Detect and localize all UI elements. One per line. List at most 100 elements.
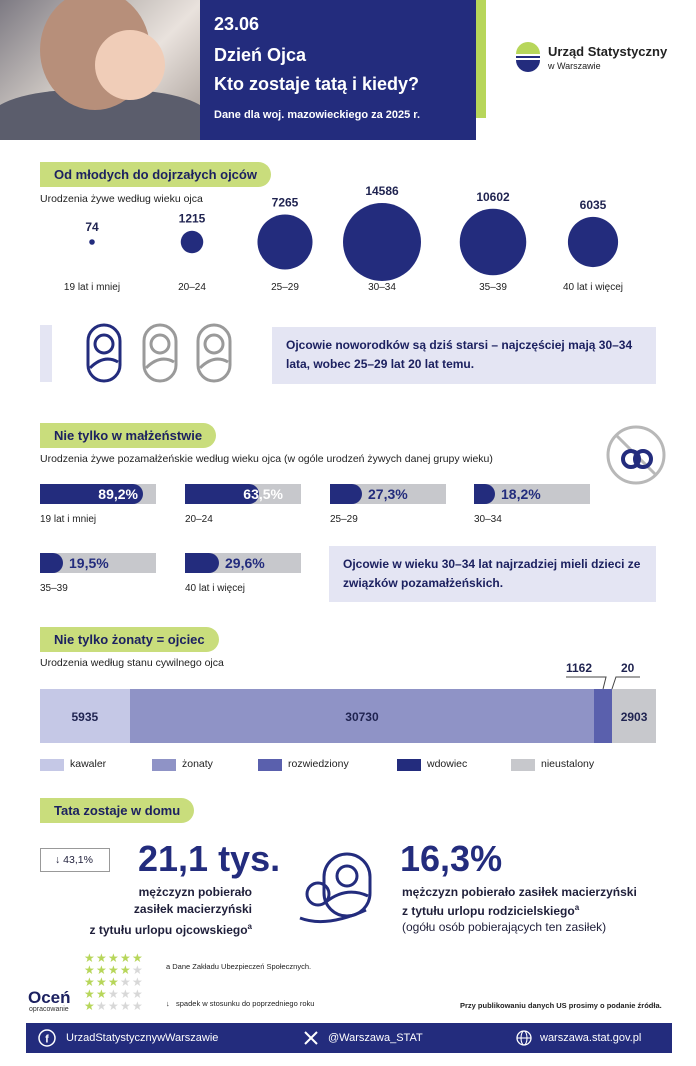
change-value: 43,1% bbox=[63, 854, 93, 866]
bubble-category-label: 30–34 bbox=[368, 282, 396, 293]
newborn-icon bbox=[196, 323, 232, 383]
star-icon[interactable]: ★ bbox=[120, 987, 131, 1001]
star-icon[interactable]: ★ bbox=[108, 999, 119, 1013]
newborn-icon bbox=[86, 323, 122, 383]
marital-segment bbox=[40, 689, 130, 743]
rating-stars[interactable]: ★ ★ ★ ★ ★ ★ ★ ★ ★ ★ ★ ★ ★ ★ ★ ★ ★ ★ ★ ★ ★ ★ ★ ★ ★ bbox=[84, 951, 148, 1013]
star-icon[interactable]: ★ bbox=[108, 975, 119, 989]
star-icon[interactable]: ★ bbox=[84, 975, 95, 989]
bubble-value-label: 1215 bbox=[179, 212, 206, 226]
star-icon[interactable]: ★ bbox=[84, 951, 95, 965]
star-icon[interactable]: ★ bbox=[84, 987, 95, 1001]
header-date: 23.06 bbox=[214, 14, 260, 34]
nonmarital-value-label: 27,3% bbox=[368, 486, 408, 502]
x-icon[interactable] bbox=[304, 1031, 318, 1045]
footnote-marker: a bbox=[574, 903, 580, 912]
nonmarital-bar-fill bbox=[474, 484, 495, 504]
svg-text:f: f bbox=[45, 1034, 49, 1046]
section2-pill: Nie tylko w małżeństwie bbox=[40, 423, 217, 448]
nonmarital-category-label: 25–29 bbox=[330, 514, 358, 525]
header-band: 23.06 Dzień Ojca Kto zostaje tatą i kied… bbox=[200, 0, 476, 140]
x-link[interactable]: @Warszawa_STAT bbox=[328, 1032, 423, 1044]
star-icon[interactable]: ★ bbox=[120, 963, 131, 977]
bubble-category-label: 20–24 bbox=[178, 282, 206, 293]
header-title-line2: Kto zostaje tatą i kiedy? bbox=[214, 74, 420, 94]
nonmarital-category-label: 40 lat i więcej bbox=[185, 583, 246, 594]
star-icon[interactable]: ★ bbox=[84, 999, 95, 1013]
star-icon[interactable]: ★ bbox=[108, 951, 119, 965]
leader-line bbox=[611, 676, 640, 690]
desc2-line1: mężczyzn pobierało zasiłek macierzyński bbox=[402, 885, 637, 899]
star-icon[interactable]: ★ bbox=[120, 999, 131, 1013]
parental-share: 16,3% bbox=[400, 838, 503, 879]
star-icon[interactable]: ★ bbox=[120, 975, 131, 989]
star-icon[interactable]: ★ bbox=[96, 987, 107, 1001]
nonmarital-category-label: 19 lat i mniej bbox=[40, 514, 97, 525]
star-icon[interactable]: ★ bbox=[96, 999, 107, 1013]
marital-value-label: 30730 bbox=[345, 710, 379, 724]
leader-line bbox=[566, 676, 607, 690]
star-icon[interactable]: ★ bbox=[84, 963, 95, 977]
facebook-icon[interactable]: f bbox=[38, 1029, 56, 1047]
desc1-line2: zasiłek macierzyński bbox=[133, 902, 252, 916]
bubble-chart: 74 19 lat i mniej 1215 20–24 7265 25–29 14586 3… bbox=[64, 184, 623, 293]
facebook-link[interactable]: UrzadStatystycznywWarszawie bbox=[66, 1032, 219, 1044]
nonmarital-bar: 89,2% bbox=[40, 484, 156, 504]
star-icon[interactable]: ★ bbox=[132, 951, 143, 965]
bubble-category-label: 19 lat i mniej bbox=[64, 282, 120, 293]
star-icon[interactable]: ★ bbox=[132, 987, 143, 1001]
section3-pill: Nie tylko żonaty = ojciec bbox=[40, 627, 219, 652]
star-icon[interactable]: ★ bbox=[132, 975, 143, 989]
header-title-line1: Dzień Ojca bbox=[214, 45, 307, 65]
section3-caption: Urodzenia według stanu cywilnego ojca bbox=[40, 657, 224, 669]
section1-caption: Urodzenia żywe według wieku ojca bbox=[40, 193, 203, 205]
source-note: Przy publikowaniu danych US prosimy o po… bbox=[460, 1001, 662, 1010]
legend-swatch bbox=[258, 759, 282, 771]
bubble-value-label: 14586 bbox=[365, 184, 399, 198]
logo-name: Urząd Statystyczny bbox=[548, 44, 668, 59]
newborn-icons bbox=[86, 323, 232, 383]
statistics-office-logo-icon bbox=[516, 42, 540, 72]
callout-leader-lines bbox=[566, 676, 640, 690]
bubble-mark bbox=[180, 230, 204, 254]
star-icon[interactable]: ★ bbox=[96, 975, 107, 989]
star-icon[interactable]: ★ bbox=[108, 987, 119, 1001]
star-icon[interactable]: ★ bbox=[108, 963, 119, 977]
star-icon[interactable]: ★ bbox=[132, 999, 143, 1013]
bubble-category-label: 40 lat i więcej bbox=[563, 282, 623, 293]
logo-city: w Warszawie bbox=[548, 61, 601, 71]
nonmarital-bar: 29,6% bbox=[185, 553, 301, 573]
arrow-down-icon: ↓ bbox=[55, 854, 61, 866]
desc1-line1: mężczyzn pobierało bbox=[138, 885, 252, 899]
desc1-line3: z tytułu urlopu ojcowskiego bbox=[89, 923, 248, 937]
desc2-line2: z tytułu urlopu rodzicielskiego bbox=[402, 904, 575, 918]
legend-label: rozwiedziony bbox=[288, 758, 349, 770]
header-accent-bar bbox=[476, 0, 486, 118]
nonmarital-bar: 27,3% bbox=[330, 484, 446, 504]
web-link[interactable]: warszawa.stat.gov.pl bbox=[540, 1032, 642, 1044]
marital-value-label: 5935 bbox=[71, 710, 99, 724]
star-icon[interactable]: ★ bbox=[96, 963, 107, 977]
nonmarital-bar: 18,2% bbox=[474, 484, 590, 504]
no-rings-icon bbox=[606, 425, 666, 485]
marital-segment bbox=[129, 689, 595, 743]
globe-icon[interactable] bbox=[516, 1030, 532, 1046]
legend-label: kawaler bbox=[70, 758, 107, 770]
nonmarital-category-label: 35–39 bbox=[40, 583, 68, 594]
star-icon[interactable]: ★ bbox=[120, 951, 131, 965]
bubble-mark bbox=[459, 208, 527, 276]
rating-subtitle: opracowanie bbox=[29, 1006, 69, 1013]
desc2-line3: (ogółu osób pobierających ten zasiłek) bbox=[402, 920, 607, 934]
star-icon[interactable]: ★ bbox=[96, 951, 107, 965]
rating-title[interactable]: Oceń bbox=[28, 988, 71, 1007]
legend-swatch bbox=[397, 759, 421, 771]
bubble-mark bbox=[257, 214, 313, 270]
bubble-value-label: 74 bbox=[85, 220, 99, 234]
section2-caption: Urodzenia żywe pozamałżeńskie według wie… bbox=[40, 453, 493, 465]
marital-value-label: 2903 bbox=[620, 710, 648, 724]
footnote-change: ↓ spadek w stosunku do poprzedniego roku bbox=[166, 999, 314, 1008]
star-icon[interactable]: ★ bbox=[132, 963, 143, 977]
legend-swatch bbox=[511, 759, 535, 771]
paternity-description: mężczyzn pobierało zasiłek macierzyński … bbox=[60, 884, 252, 939]
header-subtitle: Dane dla woj. mazowieckiego za 2025 r. bbox=[214, 109, 421, 121]
